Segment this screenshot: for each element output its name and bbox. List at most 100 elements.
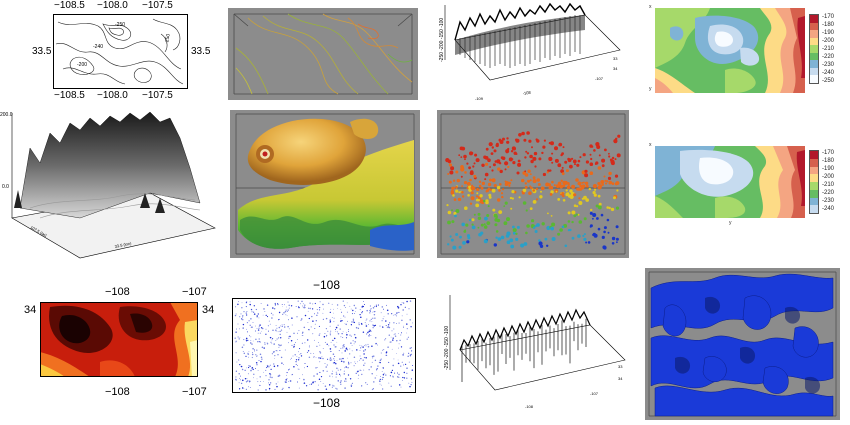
colorbar-swatch xyxy=(810,189,818,198)
map-point xyxy=(366,333,368,335)
scatter-point xyxy=(567,158,572,163)
map-point xyxy=(238,328,240,330)
map-point xyxy=(235,331,237,333)
map-point xyxy=(406,377,408,379)
scatter-point xyxy=(485,162,489,166)
map-point xyxy=(241,346,244,349)
scatter-point xyxy=(487,158,491,162)
scatter-point xyxy=(611,242,615,245)
map-point xyxy=(299,303,301,305)
scatter-point xyxy=(455,186,458,189)
map-point xyxy=(243,352,246,355)
map-point xyxy=(279,344,281,347)
map-point xyxy=(270,368,272,370)
map-point xyxy=(234,314,237,317)
scatter-point xyxy=(598,202,602,206)
scatter-point xyxy=(616,189,619,192)
map-point xyxy=(263,347,265,349)
map-point xyxy=(335,326,338,329)
map-point xyxy=(241,368,244,371)
scatter-point xyxy=(509,196,513,200)
map-point xyxy=(358,322,360,324)
scatter-point xyxy=(499,140,504,144)
scatter-point xyxy=(477,212,481,216)
scatter-point xyxy=(508,184,511,187)
map-point xyxy=(328,384,331,386)
scatter-point xyxy=(516,171,520,175)
map-point xyxy=(404,363,407,366)
scatter-point xyxy=(475,195,479,198)
map-point xyxy=(289,335,291,338)
map-point xyxy=(257,369,259,371)
map-point xyxy=(308,346,310,348)
map-point xyxy=(252,340,254,342)
map-point xyxy=(400,304,402,306)
map-point xyxy=(349,353,351,355)
map-point xyxy=(276,350,278,352)
scatter-point xyxy=(534,225,537,228)
map-point xyxy=(277,381,279,383)
map-point xyxy=(404,306,406,308)
map-point xyxy=(256,378,258,380)
map-point xyxy=(274,355,276,357)
map-point xyxy=(322,370,325,372)
map-point xyxy=(268,320,270,322)
colorbar-swatch xyxy=(810,60,818,68)
map-point xyxy=(243,339,245,341)
map-point xyxy=(298,306,300,308)
map-point xyxy=(402,326,405,328)
map-point xyxy=(275,383,277,385)
map-point xyxy=(295,363,297,365)
map-point xyxy=(319,351,321,353)
scatter-point xyxy=(499,169,503,174)
map-point xyxy=(239,377,241,379)
map-point xyxy=(406,300,408,303)
map-point xyxy=(290,357,292,359)
scatter-point xyxy=(569,228,572,232)
map-point xyxy=(276,327,278,329)
map-point xyxy=(391,313,393,315)
map-point xyxy=(374,336,377,339)
scatter-point xyxy=(449,235,452,238)
map-point xyxy=(369,305,371,307)
map-point xyxy=(350,335,352,337)
scatter-point xyxy=(495,230,499,233)
map-point xyxy=(269,323,271,325)
map-point xyxy=(346,349,349,351)
scatter-point xyxy=(536,178,540,182)
map-point xyxy=(316,309,318,311)
map-point xyxy=(397,333,399,334)
map-point xyxy=(238,382,240,384)
map-point xyxy=(383,316,385,317)
scatter-point xyxy=(468,218,472,222)
scatter-point xyxy=(479,194,483,198)
map-point xyxy=(359,350,361,352)
map-point xyxy=(344,387,346,389)
contour-plot: -250 -240 -200 -250 xyxy=(53,14,188,89)
map-point xyxy=(258,317,260,319)
map-point xyxy=(345,337,348,339)
map-point xyxy=(363,350,365,352)
scatter-point xyxy=(615,137,618,140)
map-point xyxy=(259,384,261,386)
map-point xyxy=(260,327,263,329)
scatter-point xyxy=(585,198,589,202)
scatter-point xyxy=(534,165,537,168)
colorbar-swatch xyxy=(810,158,818,167)
map-point xyxy=(246,310,248,313)
map-point xyxy=(334,329,337,331)
map-point xyxy=(362,346,364,348)
map-point xyxy=(331,386,333,388)
scatter-point xyxy=(541,151,544,155)
map-point xyxy=(368,335,370,337)
scatter-point xyxy=(606,218,610,222)
scatter-point xyxy=(527,169,531,173)
map-point xyxy=(298,368,300,370)
scatter-point xyxy=(583,195,587,200)
scatter-point xyxy=(486,214,490,217)
map-point xyxy=(351,313,353,315)
scatter-point xyxy=(493,149,497,153)
scatter-point xyxy=(541,222,545,226)
map-point xyxy=(340,336,342,338)
scatter-point xyxy=(488,196,492,199)
